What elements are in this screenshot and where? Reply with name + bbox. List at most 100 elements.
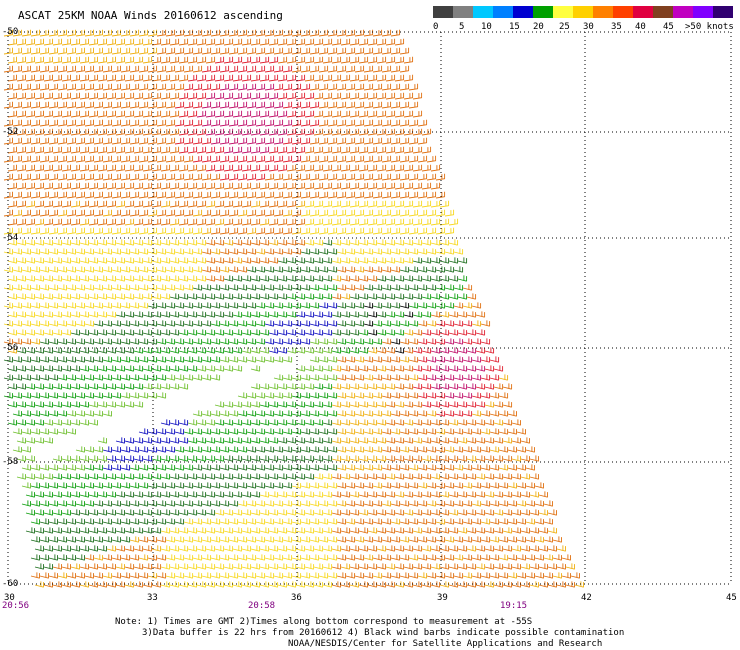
- wind-barb: [318, 83, 329, 91]
- wind-barb: [336, 500, 347, 507]
- colorbar-swatch: [533, 6, 553, 18]
- wind-barb: [61, 92, 71, 100]
- wind-barb: [25, 509, 35, 516]
- wind-barb: [174, 101, 185, 109]
- wind-barb: [169, 383, 180, 390]
- wind-barb: [75, 137, 85, 145]
- wind-barb: [363, 572, 374, 579]
- time-label: 19:15: [500, 601, 528, 611]
- wind-barb: [156, 119, 167, 127]
- wind-barb: [129, 518, 140, 525]
- wind-barb: [228, 320, 239, 327]
- wind-barb: [489, 464, 500, 471]
- wind-barb: [93, 65, 103, 73]
- wind-barb: [385, 455, 396, 462]
- wind-barb: [79, 563, 89, 570]
- wind-barb: [345, 29, 356, 37]
- wind-barb: [156, 554, 167, 561]
- wind-barb: [399, 137, 410, 145]
- wind-barb: [30, 266, 40, 273]
- wind-barb: [70, 329, 80, 336]
- wind-barb: [408, 482, 419, 489]
- wind-barb: [273, 29, 284, 37]
- wind-barb: [178, 455, 189, 462]
- wind-barb: [187, 38, 198, 46]
- wind-barb: [511, 581, 521, 588]
- wind-barb: [97, 92, 107, 100]
- wind-barb: [295, 329, 306, 336]
- colorbar-swatch: [593, 6, 613, 18]
- wind-barb: [412, 383, 423, 390]
- wind-barb: [133, 164, 144, 172]
- wind-barb: [97, 200, 107, 208]
- wind-barb: [385, 563, 396, 570]
- wind-barb: [268, 38, 279, 46]
- wind-barb: [39, 137, 49, 145]
- wind-barb: [48, 29, 58, 37]
- wind-barb: [75, 464, 85, 471]
- wind-barb: [30, 464, 40, 471]
- wind-barb: [358, 200, 369, 208]
- wind-barb: [30, 209, 40, 217]
- wind-barb: [16, 347, 26, 354]
- wind-barb: [511, 473, 521, 480]
- wind-barb: [336, 65, 347, 73]
- wind-barb: [309, 227, 320, 235]
- wind-barb: [277, 164, 288, 172]
- wind-barb: [264, 500, 275, 507]
- wind-barb: [435, 209, 446, 217]
- wind-barb: [457, 419, 468, 426]
- wind-barb: [124, 56, 135, 64]
- wind-barb: [363, 446, 374, 453]
- wind-barb: [48, 518, 58, 525]
- wind-barb: [187, 257, 198, 264]
- wind-barb: [232, 527, 243, 534]
- wind-barb: [309, 155, 320, 163]
- wind-barb: [408, 155, 419, 163]
- wind-barb: [165, 173, 176, 181]
- wind-barb: [192, 572, 203, 579]
- wind-barb: [390, 446, 401, 453]
- wind-barb: [205, 311, 216, 318]
- wind-barb: [268, 473, 279, 480]
- wind-barb: [403, 200, 414, 208]
- wind-barb: [259, 455, 270, 462]
- wind-barb: [3, 284, 13, 291]
- wind-barb: [75, 83, 85, 91]
- wind-barb: [453, 536, 464, 543]
- wind-barb: [196, 128, 207, 136]
- wind-barb: [385, 74, 396, 82]
- wind-barb: [403, 329, 414, 336]
- wind-barb: [106, 92, 116, 100]
- wind-barb: [354, 374, 365, 381]
- wind-barb: [264, 446, 275, 453]
- wind-barb: [552, 572, 562, 579]
- wind-barb: [111, 47, 121, 55]
- wind-barb: [12, 374, 22, 381]
- wind-barb: [52, 545, 62, 552]
- wind-barb: [219, 101, 230, 109]
- wind-barb: [327, 266, 338, 273]
- wind-barb: [273, 173, 284, 181]
- wind-barb: [21, 227, 31, 235]
- wind-barb: [403, 311, 414, 318]
- wind-barb: [48, 464, 58, 471]
- wind-barb: [156, 65, 167, 73]
- wind-barb: [399, 101, 410, 109]
- wind-barb: [475, 581, 486, 588]
- wind-barb: [192, 65, 203, 73]
- wind-barb: [88, 527, 98, 534]
- wind-barb: [520, 545, 530, 552]
- wind-barb: [88, 491, 98, 498]
- wind-barb: [3, 191, 13, 199]
- wind-barb: [165, 227, 176, 235]
- wind-barb: [39, 302, 49, 309]
- wind-barb: [480, 518, 491, 525]
- wind-barb: [286, 257, 297, 264]
- wind-barb: [466, 491, 477, 498]
- wind-barb: [201, 572, 212, 579]
- wind-barb: [223, 545, 234, 552]
- wind-barb: [525, 536, 535, 543]
- wind-barb: [3, 302, 13, 309]
- wind-barb: [358, 293, 369, 300]
